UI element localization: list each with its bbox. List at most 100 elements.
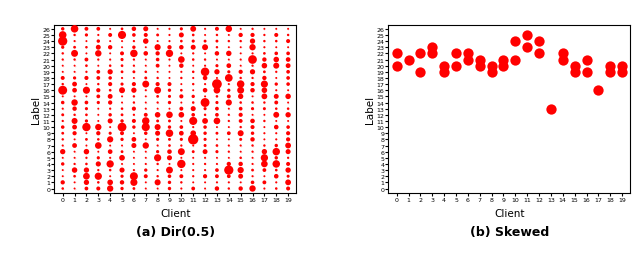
Point	[271, 89, 282, 93]
Point	[58, 168, 68, 172]
Point	[212, 138, 222, 142]
Point	[271, 162, 282, 166]
Point	[200, 52, 210, 56]
Point	[271, 34, 282, 38]
Point	[248, 40, 258, 44]
Point	[105, 83, 115, 87]
Point	[212, 64, 222, 68]
Point	[93, 89, 104, 93]
Point	[105, 107, 115, 111]
Point	[236, 77, 246, 81]
Point	[58, 113, 68, 117]
Point	[212, 52, 222, 56]
Point	[58, 34, 68, 38]
Point	[283, 150, 293, 154]
Point	[81, 113, 92, 117]
Point	[200, 168, 210, 172]
Point	[212, 83, 222, 87]
Point	[129, 40, 139, 44]
Point	[223, 28, 234, 32]
Point	[236, 138, 246, 142]
Point	[141, 70, 151, 74]
Point	[129, 187, 139, 191]
Point	[248, 162, 258, 166]
Point	[141, 138, 151, 142]
Point	[152, 156, 163, 160]
Point	[534, 52, 544, 56]
Point	[223, 40, 234, 44]
Point	[188, 132, 198, 136]
Point	[236, 174, 246, 179]
Point	[58, 46, 68, 50]
Point	[81, 107, 92, 111]
Point	[248, 34, 258, 38]
Point	[141, 107, 151, 111]
Point	[188, 156, 198, 160]
Point	[176, 101, 186, 105]
Point	[141, 125, 151, 130]
Point	[259, 101, 269, 105]
Point	[70, 162, 80, 166]
Point	[248, 132, 258, 136]
Point	[105, 168, 115, 172]
Point	[81, 70, 92, 74]
Point	[141, 150, 151, 154]
Point	[223, 162, 234, 166]
Point	[93, 77, 104, 81]
Point	[81, 64, 92, 68]
Point	[141, 95, 151, 99]
Point	[176, 89, 186, 93]
Point	[248, 70, 258, 74]
Point	[93, 83, 104, 87]
Point	[164, 101, 175, 105]
Point	[117, 168, 127, 172]
Point	[451, 64, 461, 68]
Point	[188, 58, 198, 62]
Point	[81, 58, 92, 62]
Point	[70, 174, 80, 179]
Point	[152, 83, 163, 87]
X-axis label: Client: Client	[494, 208, 525, 218]
Point	[212, 58, 222, 62]
Point	[415, 70, 426, 74]
Point	[188, 101, 198, 105]
Point	[223, 125, 234, 130]
Point	[129, 174, 139, 179]
Point	[58, 144, 68, 148]
Point	[236, 150, 246, 154]
Point	[236, 107, 246, 111]
Point	[164, 58, 175, 62]
Point	[271, 150, 282, 154]
Point	[141, 119, 151, 123]
Point	[176, 144, 186, 148]
Point	[248, 156, 258, 160]
Point	[223, 83, 234, 87]
Point	[259, 46, 269, 50]
Point	[223, 144, 234, 148]
Point	[463, 52, 473, 56]
Point	[164, 132, 175, 136]
Point	[105, 174, 115, 179]
Point	[176, 174, 186, 179]
Point	[141, 144, 151, 148]
Point	[152, 70, 163, 74]
Point	[271, 58, 282, 62]
Point	[176, 132, 186, 136]
Point	[259, 58, 269, 62]
Point	[499, 64, 509, 68]
Point	[259, 168, 269, 172]
Point	[271, 64, 282, 68]
Point	[105, 150, 115, 154]
Point	[58, 101, 68, 105]
Point	[152, 58, 163, 62]
Point	[200, 77, 210, 81]
Point	[152, 132, 163, 136]
Point	[117, 77, 127, 81]
Point	[212, 187, 222, 191]
Point	[164, 107, 175, 111]
Point	[223, 89, 234, 93]
Point	[259, 187, 269, 191]
Point	[81, 77, 92, 81]
Point	[188, 40, 198, 44]
Point	[176, 150, 186, 154]
